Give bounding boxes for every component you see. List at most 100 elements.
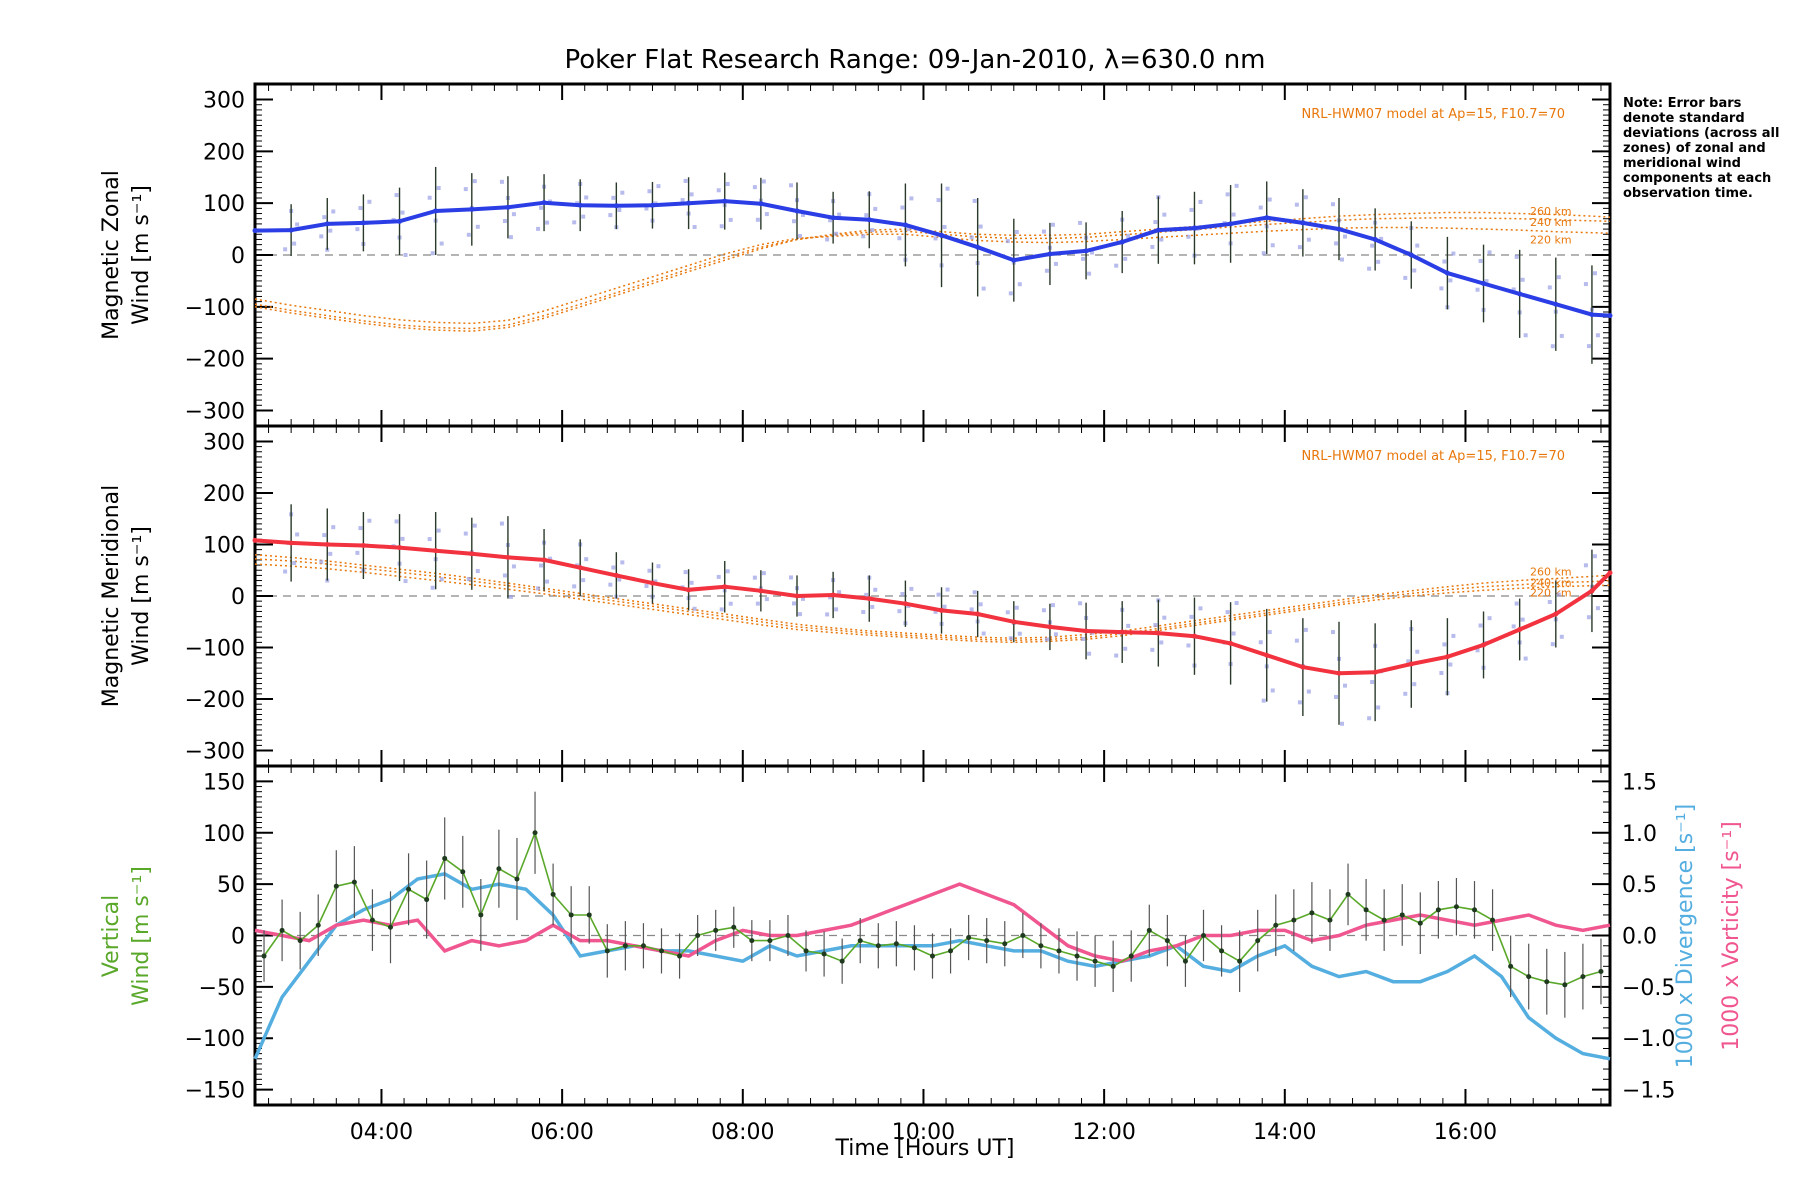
scatter-point <box>1592 554 1597 559</box>
scatter-point <box>969 607 974 612</box>
meridional-wind-point <box>1191 633 1197 639</box>
scatter-point <box>1078 220 1083 225</box>
scatter-point <box>1270 243 1275 248</box>
scatter-point <box>1511 287 1516 292</box>
meridional-wind-point <box>505 554 511 560</box>
vertical-wind-point <box>261 953 267 959</box>
scatter-point <box>1189 207 1194 212</box>
y-tick-label: −100 <box>185 637 245 662</box>
scatter-point <box>1186 234 1191 239</box>
scatter-point <box>319 234 324 239</box>
y-tick-label: −100 <box>185 1027 245 1052</box>
vertical-wind-point <box>460 869 466 875</box>
scatter-point <box>572 220 577 225</box>
vertical-wind-point <box>604 948 610 954</box>
scatter-point <box>792 219 796 224</box>
scatter-point <box>647 568 652 573</box>
zonal-wind-point <box>1408 252 1414 258</box>
zonal-y-label: Magnetic Zonal Wind [m s⁻¹] <box>99 170 154 340</box>
zonal-wind-point <box>1047 251 1053 257</box>
meridional-wind-point <box>1481 642 1487 648</box>
y-tick-label: 150 <box>203 770 245 795</box>
meridional-y-label-line: Magnetic Meridional <box>99 485 124 707</box>
divergence-y-label-line: 1000 x Divergence [s⁻¹] <box>1673 804 1698 1068</box>
scatter-point <box>1090 250 1095 255</box>
scatter-point <box>1595 333 1600 338</box>
vertical-wind-point <box>1092 958 1098 964</box>
scatter-point <box>1126 623 1131 628</box>
scatter-point <box>1267 197 1272 202</box>
scatter-point <box>752 185 757 190</box>
scatter-point <box>367 518 372 523</box>
scatter-point <box>1044 637 1049 642</box>
scatter-point <box>1442 259 1447 264</box>
scatter-point <box>683 178 688 183</box>
y-tick-label: −300 <box>185 740 245 765</box>
model-altitude-label: 220 km <box>1530 587 1572 600</box>
scatter-point <box>1370 243 1375 248</box>
meridional-wind-point <box>1607 570 1613 576</box>
vertical-wind-point <box>785 933 791 938</box>
zonal-wind-point <box>830 215 836 221</box>
vertical-wind-point <box>749 938 755 944</box>
vertical-wind-point <box>1381 917 1387 923</box>
vertical-wind-point <box>1273 922 1279 928</box>
scatter-point <box>1523 656 1528 661</box>
scatter-point <box>764 597 769 602</box>
scatter-point <box>508 235 513 240</box>
scatter-point <box>906 227 911 232</box>
scatter-point <box>725 569 730 574</box>
meridional-wind-point <box>1300 664 1306 670</box>
scatter-point <box>511 212 516 217</box>
zonal-wind-point <box>1155 227 1161 233</box>
vertical-wind-point <box>1508 963 1514 969</box>
scatter-point <box>755 601 760 606</box>
scatter-point <box>647 189 652 194</box>
scatter-point <box>511 564 516 569</box>
scatter-point <box>1451 633 1456 638</box>
scatter-point <box>764 212 769 217</box>
scatter-point <box>430 585 435 590</box>
scatter-point <box>617 577 622 582</box>
meridional-wind-point <box>686 587 692 593</box>
scatter-point <box>608 582 613 587</box>
scatter-point <box>1153 220 1158 225</box>
zonal-wind-point <box>758 201 764 207</box>
scatter-point <box>909 586 914 591</box>
scatter-point <box>1114 263 1119 268</box>
vertical-wind-point <box>731 924 737 930</box>
meridional-wind-point <box>722 584 728 590</box>
scatter-point <box>1261 251 1266 256</box>
scatter-point <box>972 198 977 203</box>
panel-meridional: −300 −200 −100 0 100 200 300 NRL-HWM07 model at… <box>185 424 1613 768</box>
scatter-point <box>864 592 869 597</box>
zonal-wind-point <box>902 222 908 228</box>
vertical-wind-point <box>1399 912 1405 918</box>
scatter-point <box>1478 623 1483 628</box>
scatter-point <box>1225 192 1230 197</box>
scatter-point <box>611 195 616 200</box>
zonal-wind-point <box>1264 215 1270 221</box>
meridional-wind-point <box>1553 611 1559 617</box>
vertical-wind-point <box>279 927 285 933</box>
scatter-point <box>502 219 507 224</box>
scatter-point <box>1514 254 1519 259</box>
scatter-point <box>1053 632 1058 637</box>
scatter-point <box>439 577 444 582</box>
scatter-point <box>358 206 363 211</box>
scatter-point <box>873 206 878 211</box>
vertical-wind-point <box>1526 974 1532 980</box>
zonal-wind-point <box>613 203 619 209</box>
scatter-point <box>1523 333 1528 338</box>
scatter-point <box>1334 694 1338 699</box>
vertical-y-label-line: Wind [m s⁻¹] <box>129 866 154 1006</box>
meridional-wind-point <box>541 557 547 563</box>
vertical-wind-point <box>1472 907 1477 913</box>
scatter-point <box>1376 259 1381 264</box>
vertical-wind-point <box>369 917 375 923</box>
meridional-y-label-line: Wind [m s⁻¹] <box>129 526 154 666</box>
meridional-wind-point <box>433 548 439 554</box>
scatter-point <box>463 531 468 536</box>
scatter-point <box>1442 642 1447 647</box>
scatter-point <box>508 594 513 599</box>
